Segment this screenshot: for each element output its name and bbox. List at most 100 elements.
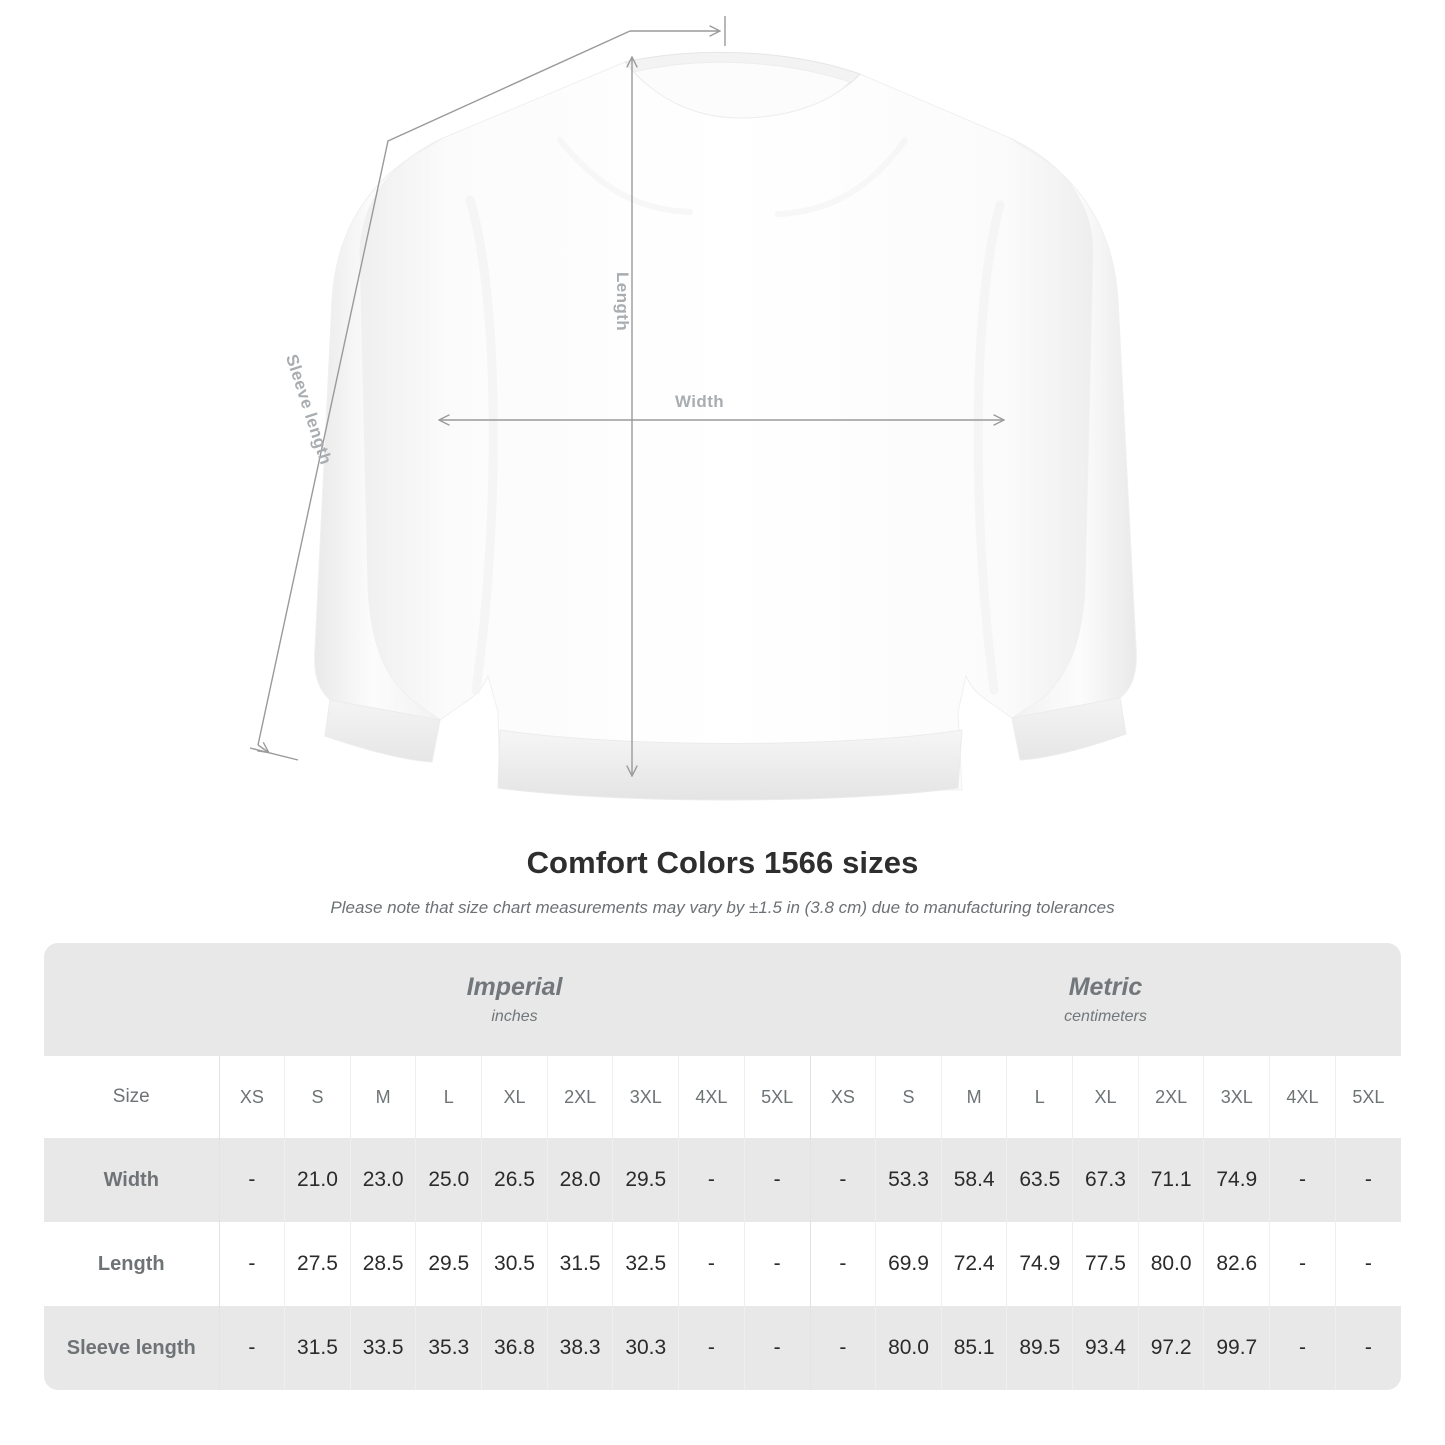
cell-metric: - [809,1138,876,1222]
cell-imperial: 21.0 [284,1138,351,1222]
cell-imperial: - [218,1222,285,1306]
cell-metric: 74.9 [1006,1222,1073,1306]
cell-metric: 85.1 [940,1306,1007,1390]
cell-imperial: 35.3 [415,1306,482,1390]
cell-imperial: - [743,1138,811,1222]
size-chart-table-wrapper: Imperial inches Metric centimeters Size XS S M L… [44,943,1401,1390]
size-header-metric-xs: XS [809,1056,876,1138]
cell-metric: 67.3 [1072,1138,1139,1222]
garment-shape [314,51,1137,801]
size-header-imperial-3xl: 3XL [612,1056,679,1138]
cell-metric: - [1334,1138,1401,1222]
table-row: Sleeve length -31.5 33.5 35.3 36.8 38.3 30.3- -… [44,1306,1401,1390]
unit-measure-name: inches [491,1007,538,1025]
length-label: Length [613,272,632,332]
cell-imperial: 26.5 [481,1138,548,1222]
size-header-metric-5xl: 5XL [1334,1056,1401,1138]
title-block: Comfort Colors 1566 sizes Please note th… [0,845,1445,918]
cell-imperial: 33.5 [349,1306,416,1390]
cell-metric: - [1269,1306,1336,1390]
measurement-label: Sleeve length [44,1306,219,1390]
cell-imperial: 36.8 [481,1306,548,1390]
sleeve-measure-path [257,30,631,746]
cell-metric: 72.4 [940,1222,1007,1306]
cell-imperial: 25.0 [415,1138,482,1222]
cell-imperial: 31.5 [546,1222,613,1306]
size-header-imperial-s: S [284,1056,351,1138]
cell-metric: - [809,1222,876,1306]
table-row: Length -27.5 28.5 29.5 30.5 31.5 32.5- - -69.9 72… [44,1222,1401,1306]
size-header-imperial-xl: XL [481,1056,548,1138]
sleeve-bottom-tick [249,747,299,761]
size-chart-table: Imperial inches Metric centimeters Size XS S M L… [44,943,1401,1390]
size-header-metric-s: S [875,1056,942,1138]
cell-imperial: 28.5 [349,1222,416,1306]
sleeve-arrow-bottom [258,745,268,752]
size-header-imperial-5xl: 5XL [743,1056,811,1138]
cell-imperial: - [743,1306,811,1390]
unit-header-row: Imperial inches Metric centimeters [44,943,1401,1056]
unit-measure-name: centimeters [1064,1007,1147,1025]
cell-imperial: - [218,1306,285,1390]
cell-imperial: - [678,1306,745,1390]
unit-system-name: Imperial [466,973,563,1002]
size-header-imperial-m: M [349,1056,416,1138]
measurement-label: Length [44,1222,219,1306]
cell-metric: 97.2 [1137,1306,1204,1390]
cell-imperial: 38.3 [546,1306,613,1390]
unit-header-metric: Metric centimeters [810,943,1401,1056]
cell-imperial: 31.5 [284,1306,351,1390]
cell-metric: 69.9 [875,1222,942,1306]
size-header-metric-4xl: 4XL [1269,1056,1336,1138]
size-header-imperial-xs: XS [218,1056,285,1138]
unit-row-spacer [44,943,219,1056]
tolerance-note: Please note that size chart measurements… [330,898,1115,917]
cell-metric: - [1269,1138,1336,1222]
cell-metric: 80.0 [1137,1222,1204,1306]
cell-imperial: 29.5 [612,1138,679,1222]
size-column-header: Size [44,1056,219,1138]
page-title: Comfort Colors 1566 sizes [526,845,919,880]
cell-metric: 58.4 [940,1138,1007,1222]
table-row: Width -21.0 23.0 25.0 26.5 28.0 29.5- - -53.3 58.… [44,1138,1401,1222]
cell-metric: - [1334,1222,1401,1306]
cell-imperial: 29.5 [415,1222,482,1306]
cell-metric: 80.0 [875,1306,942,1390]
cell-metric: 99.7 [1203,1306,1270,1390]
size-header-imperial-2xl: 2XL [546,1056,613,1138]
cell-metric: 93.4 [1072,1306,1139,1390]
sweatshirt-illustration [249,16,1137,801]
cell-metric: 71.1 [1137,1138,1204,1222]
size-header-metric-2xl: 2XL [1137,1056,1204,1138]
cell-metric: 53.3 [875,1138,942,1222]
unit-header-imperial: Imperial inches [219,943,811,1056]
cell-imperial: 32.5 [612,1222,679,1306]
garment-diagram: Width Length Sleeve length [249,16,1137,801]
cell-imperial: 30.3 [612,1306,679,1390]
size-header-metric-m: M [940,1056,1007,1138]
cell-imperial: 23.0 [349,1138,416,1222]
cell-metric: - [809,1306,876,1390]
cell-metric: - [1334,1306,1401,1390]
cell-imperial: 30.5 [481,1222,548,1306]
cell-metric: 89.5 [1006,1306,1073,1390]
cell-imperial: - [678,1138,745,1222]
cell-metric: - [1269,1222,1336,1306]
width-label: Width [675,392,725,411]
measurement-label: Width [44,1138,219,1222]
size-header-imperial-l: L [415,1056,482,1138]
unit-system-name: Metric [1068,973,1143,1002]
cell-imperial: - [678,1222,745,1306]
cell-metric: 77.5 [1072,1222,1139,1306]
cell-imperial: 27.5 [284,1222,351,1306]
cell-metric: 82.6 [1203,1222,1270,1306]
cell-metric: 74.9 [1203,1138,1270,1222]
cell-imperial: - [218,1138,285,1222]
size-header-imperial-4xl: 4XL [678,1056,745,1138]
cell-imperial: 28.0 [546,1138,613,1222]
cell-metric: 63.5 [1006,1138,1073,1222]
size-header-metric-l: L [1006,1056,1073,1138]
cell-imperial: - [743,1222,811,1306]
size-header-metric-xl: XL [1072,1056,1139,1138]
size-header-row: Size XS S M L XL 2XL 3XL 4XL 5XL XS S M L XL 2XL 3XL 4XL 5… [44,1056,1401,1138]
